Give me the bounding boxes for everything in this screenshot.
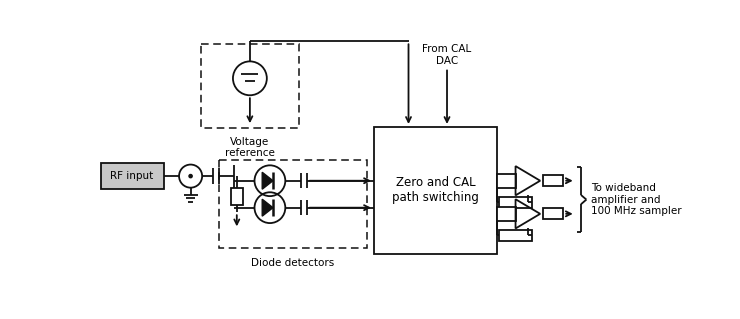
Bar — [543, 208, 563, 219]
Bar — [497, 207, 516, 221]
Bar — [497, 174, 516, 188]
Text: Zero and CAL
path switching: Zero and CAL path switching — [392, 176, 479, 204]
Bar — [499, 230, 533, 241]
Bar — [374, 127, 497, 254]
Bar — [219, 160, 367, 249]
Bar — [543, 175, 563, 186]
Bar — [201, 44, 299, 128]
Bar — [101, 163, 164, 189]
Text: RF input: RF input — [110, 171, 154, 181]
Text: To wideband
amplifier and
100 MHz sampler: To wideband amplifier and 100 MHz sample… — [591, 183, 682, 216]
Text: Diode detectors: Diode detectors — [252, 258, 334, 268]
Polygon shape — [262, 172, 273, 189]
Bar — [499, 197, 533, 208]
Text: Voltage
reference: Voltage reference — [225, 137, 275, 159]
Text: From CAL
DAC: From CAL DAC — [423, 44, 471, 66]
Bar — [231, 189, 243, 205]
Circle shape — [188, 174, 193, 178]
Polygon shape — [262, 199, 273, 216]
